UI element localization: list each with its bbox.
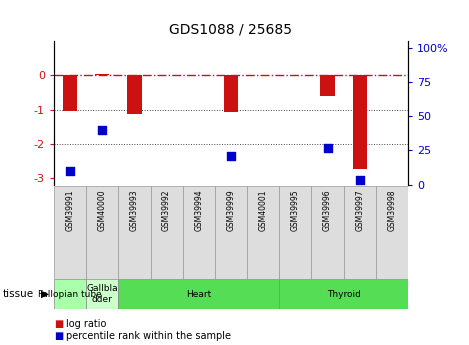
Point: [66, 168, 74, 174]
Text: Heart: Heart: [186, 289, 212, 299]
Text: ▶: ▶: [41, 289, 49, 299]
Bar: [344, 186, 376, 279]
Text: GDS1088 / 25685: GDS1088 / 25685: [169, 22, 293, 36]
Bar: [54, 186, 86, 279]
Bar: [215, 186, 247, 279]
Bar: [279, 186, 311, 279]
Bar: [127, 76, 142, 114]
Bar: [118, 279, 279, 309]
Bar: [247, 186, 279, 279]
Text: percentile rank within the sample: percentile rank within the sample: [66, 332, 231, 341]
Point: [98, 127, 106, 133]
Text: GSM39992: GSM39992: [162, 189, 171, 230]
Bar: [151, 186, 183, 279]
Point: [324, 145, 331, 150]
Text: log ratio: log ratio: [66, 319, 106, 328]
Text: ■: ■: [54, 332, 63, 341]
Text: GSM39999: GSM39999: [227, 189, 235, 231]
Bar: [63, 76, 77, 111]
Point: [227, 153, 234, 159]
Bar: [54, 279, 86, 309]
Bar: [279, 279, 408, 309]
Bar: [86, 279, 118, 309]
Bar: [320, 76, 335, 96]
Text: GSM39993: GSM39993: [130, 189, 139, 231]
Text: GSM39994: GSM39994: [194, 189, 203, 231]
Text: tissue: tissue: [2, 289, 33, 299]
Text: GSM39996: GSM39996: [323, 189, 332, 231]
Bar: [118, 186, 151, 279]
Bar: [376, 186, 408, 279]
Bar: [183, 186, 215, 279]
Point: [356, 178, 363, 183]
Text: GSM40000: GSM40000: [98, 189, 107, 231]
Text: Gallbla
dder: Gallbla dder: [86, 284, 118, 304]
Text: GSM40001: GSM40001: [259, 189, 268, 230]
Bar: [95, 74, 109, 76]
Bar: [311, 186, 344, 279]
Bar: [353, 76, 367, 169]
Text: GSM39998: GSM39998: [387, 189, 396, 230]
Text: ■: ■: [54, 319, 63, 328]
Text: Fallopian tube: Fallopian tube: [38, 289, 102, 299]
Text: Thyroid: Thyroid: [327, 289, 361, 299]
Text: GSM39991: GSM39991: [66, 189, 75, 230]
Bar: [224, 76, 238, 112]
Bar: [86, 186, 118, 279]
Text: GSM39997: GSM39997: [355, 189, 364, 231]
Text: GSM39995: GSM39995: [291, 189, 300, 231]
